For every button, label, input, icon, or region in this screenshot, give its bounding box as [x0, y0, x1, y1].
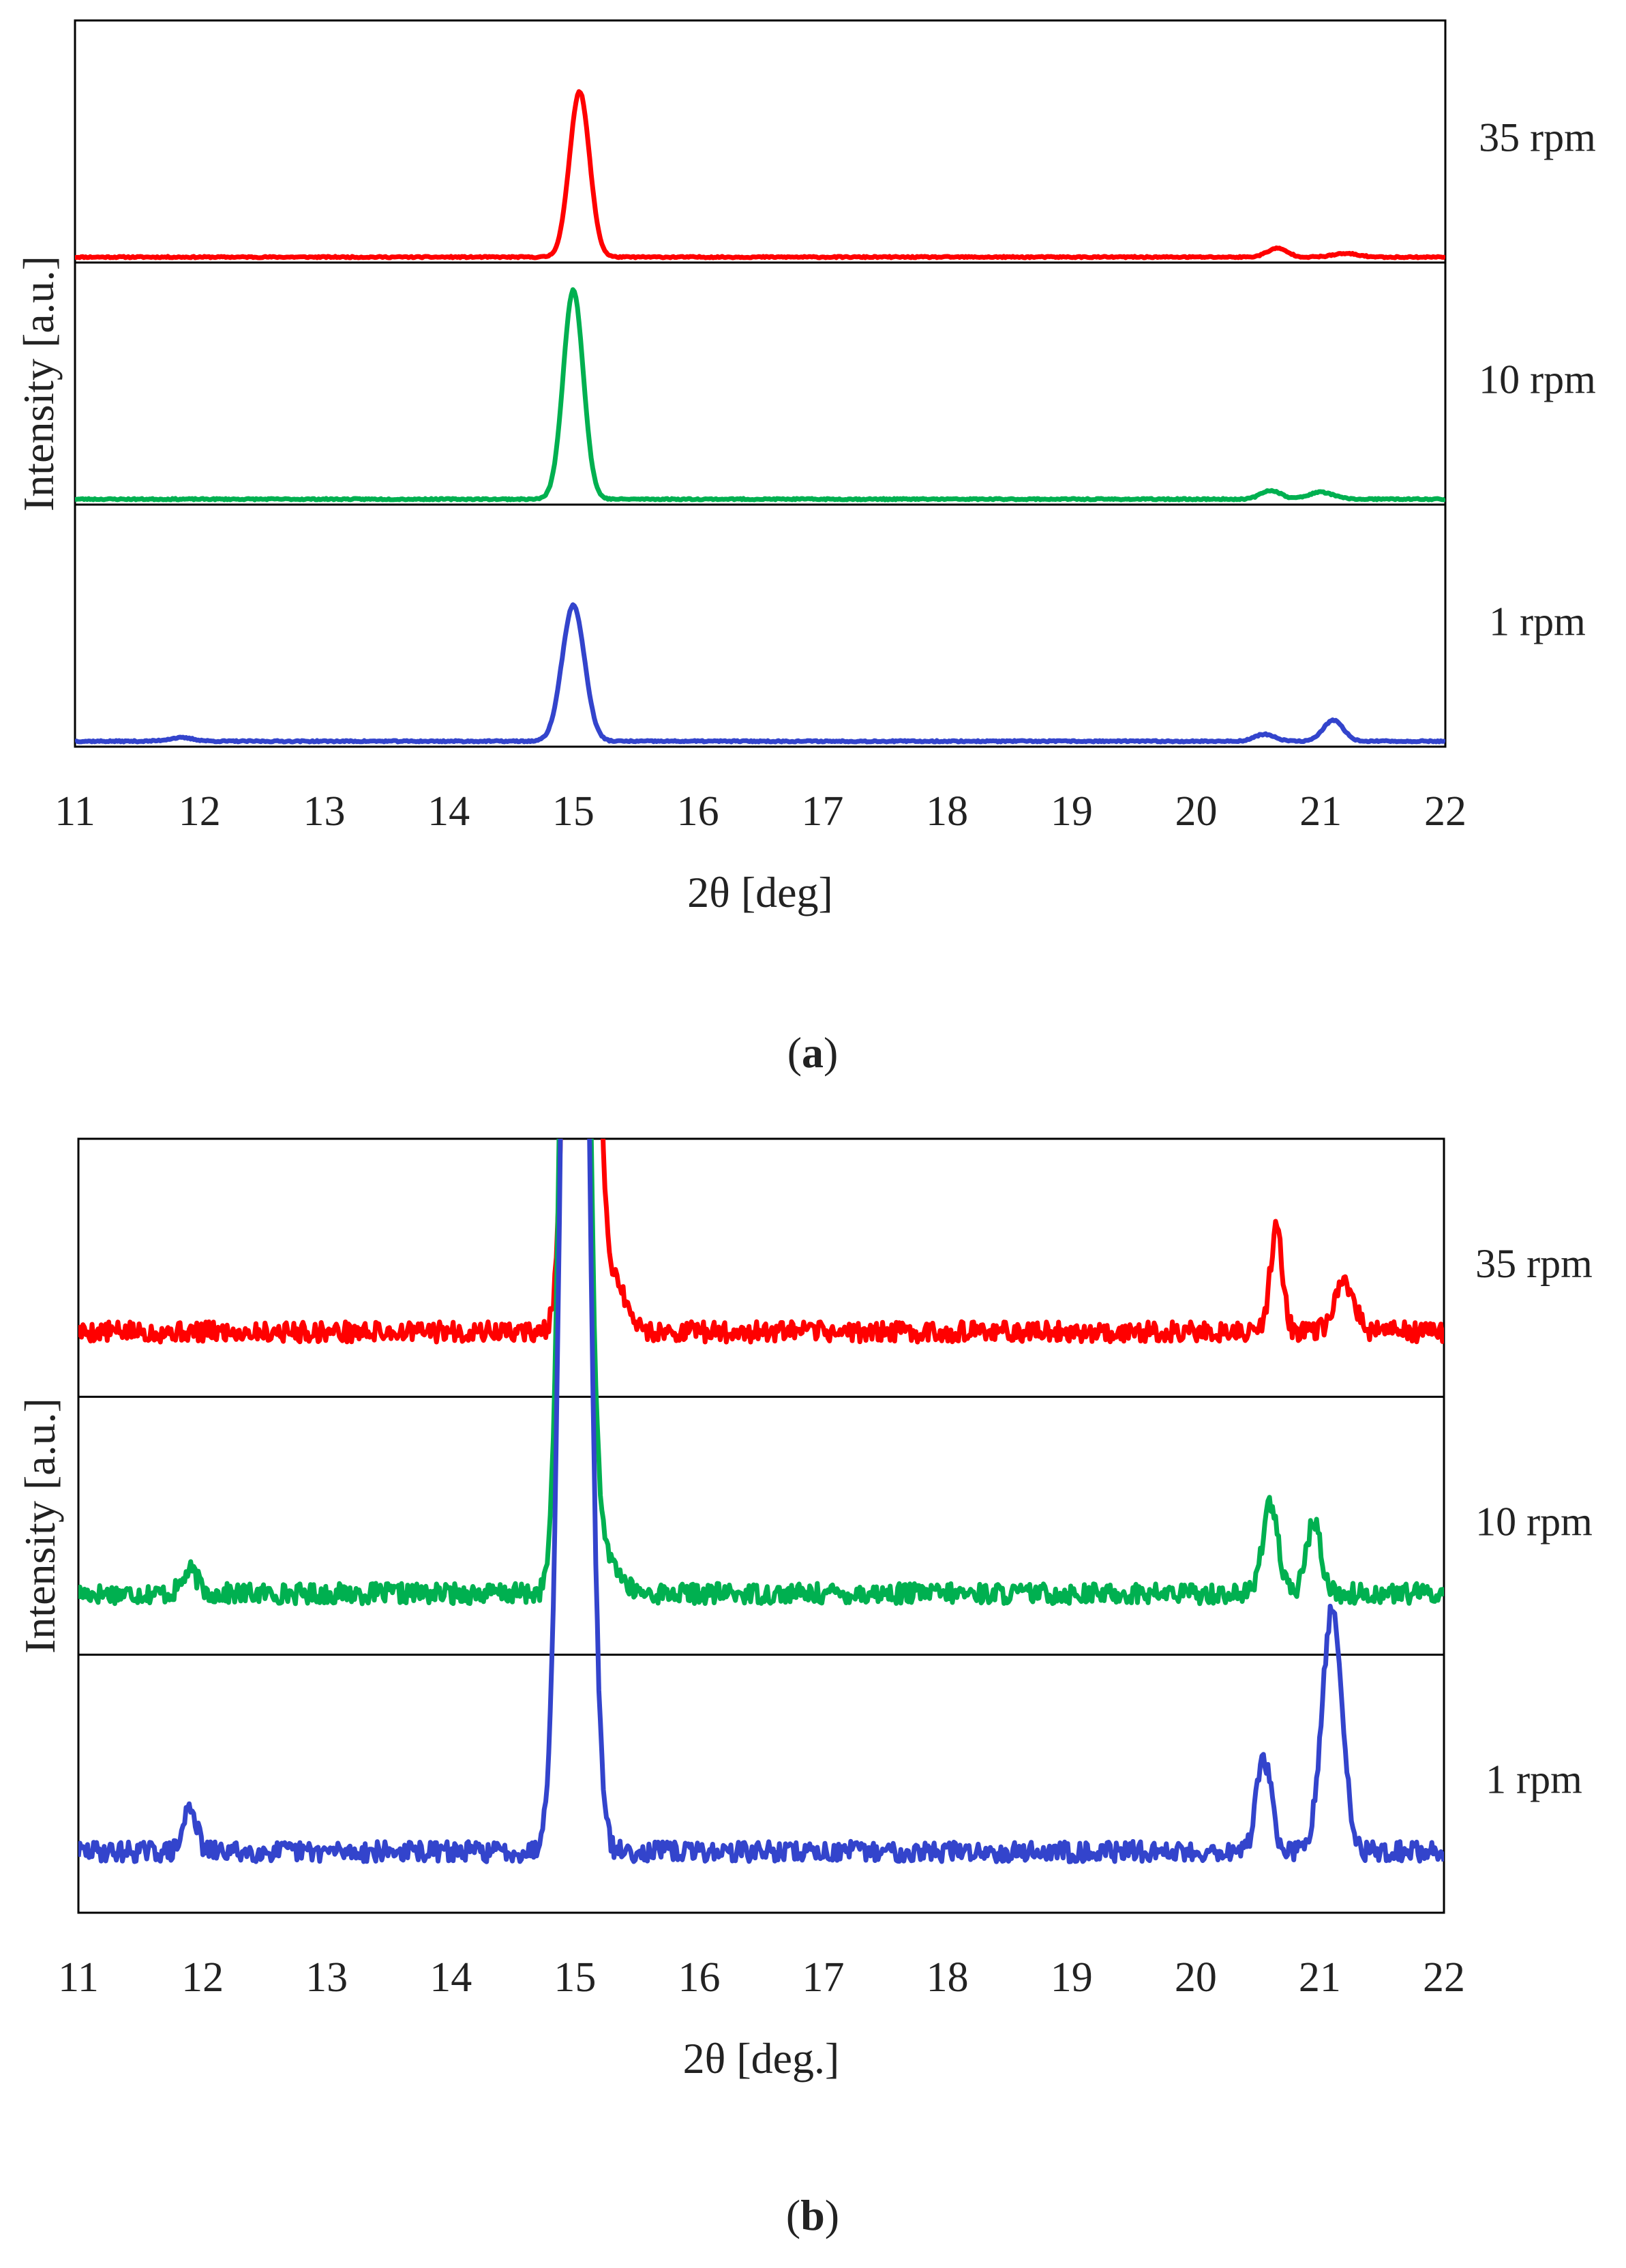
- legend-label: 35 rpm: [1479, 115, 1596, 160]
- panel-label: (b): [786, 2191, 839, 2239]
- series-line-35-rpm: [78, 1139, 1444, 1345]
- chart-panel-b: 35 rpm 10 rpm 1 rpm 11 12 13 14 15 16 17 18 19 20 21 2…: [16, 1137, 1593, 2239]
- x-tick-label: 12: [181, 1954, 224, 2001]
- x-tick-label: 20: [1175, 788, 1218, 835]
- x-tick-label: 15: [554, 1954, 596, 2001]
- y-axis-label: Intensity [a.u.]: [14, 256, 63, 511]
- legend-label: 1 rpm: [1489, 599, 1586, 644]
- x-tick-label: 11: [58, 1954, 99, 2001]
- x-tick-label: 18: [926, 788, 968, 835]
- x-tick-label: 15: [552, 788, 594, 835]
- x-tick-label: 16: [677, 788, 719, 835]
- x-tick-label: 14: [427, 788, 470, 835]
- series-line-1-rpm: [75, 602, 1445, 745]
- x-tick-label: 14: [430, 1954, 472, 2001]
- x-axis-label: 2θ [deg]: [687, 868, 833, 916]
- x-tick-label: 19: [1051, 1954, 1093, 2001]
- x-tick-label: 17: [801, 788, 843, 835]
- x-tick-label: 18: [927, 1954, 969, 2001]
- x-tick-label: 20: [1175, 1954, 1217, 2001]
- series-line-1-rpm: [78, 1139, 1444, 1864]
- legend-label: 1 rpm: [1486, 1757, 1582, 1802]
- x-tick-label: 13: [305, 1954, 348, 2001]
- x-tick-label: 19: [1051, 788, 1093, 835]
- legend-label: 10 rpm: [1475, 1499, 1593, 1544]
- series-line-10-rpm: [75, 287, 1445, 503]
- x-tick-label: 22: [1423, 1954, 1465, 2001]
- x-axis-label: 2θ [deg.]: [683, 2034, 840, 2083]
- x-tick-label: 13: [303, 788, 345, 835]
- legend-label: 35 rpm: [1475, 1241, 1593, 1286]
- plot-frame: [77, 1137, 1445, 1914]
- x-tick-label: 21: [1299, 1954, 1341, 2001]
- chart-panel-a: 35 rpm 10 rpm 1 rpm 11 12 13 14 15 16 17 18 19 20 21 2…: [14, 19, 1596, 1077]
- series-line-10-rpm: [78, 1139, 1444, 1607]
- series-line-35-rpm: [75, 89, 1445, 260]
- x-tick-label: 22: [1424, 788, 1466, 835]
- y-axis-label: Intensity [a.u.]: [16, 1398, 64, 1654]
- legend-label: 10 rpm: [1479, 357, 1596, 402]
- panel-label: (a): [787, 1028, 839, 1077]
- x-tick-label: 16: [678, 1954, 720, 2001]
- x-tick-label: 12: [179, 788, 221, 835]
- plot-frame: [74, 19, 1447, 748]
- x-tick-label: 11: [55, 788, 95, 835]
- x-tick-label: 21: [1299, 788, 1342, 835]
- x-tick-label: 17: [802, 1954, 845, 2001]
